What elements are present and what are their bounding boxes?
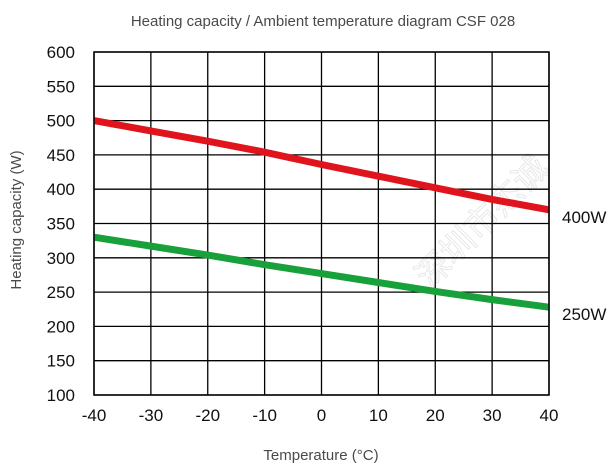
- x-axis-label: Temperature (°C): [263, 447, 378, 464]
- chart-title: Heating capacity / Ambient temperature d…: [131, 13, 515, 30]
- y-tick-label: 550: [47, 77, 75, 96]
- y-axis-label: Heating capacity (W): [8, 150, 25, 289]
- x-tick-label: 40: [540, 406, 559, 425]
- series-labels: 400W 250W: [562, 208, 606, 324]
- y-tick-label: 100: [47, 386, 75, 405]
- series-label: 400W: [562, 208, 606, 227]
- plot-frame: [93, 51, 550, 396]
- y-tick-label: 450: [47, 146, 75, 165]
- x-tick-label: -10: [252, 406, 277, 425]
- y-tick-label: 250: [47, 283, 75, 302]
- watermark-text: 深圳市杰诚: [408, 148, 556, 296]
- y-tick-label: 400: [47, 180, 75, 199]
- y-tick-label: 500: [47, 112, 75, 131]
- x-tick-label: -30: [139, 406, 164, 425]
- watermark: 深圳市杰诚: [408, 147, 557, 296]
- x-tick-label: -40: [82, 406, 107, 425]
- x-tick-label: 30: [483, 406, 502, 425]
- y-tick-label: 300: [47, 249, 75, 268]
- y-axis-ticks: 600 550 500 450 400 350 300 250 200 150 100: [47, 43, 75, 405]
- x-tick-label: 0: [317, 406, 326, 425]
- y-tick-label: 600: [47, 43, 75, 62]
- plot-border: [93, 51, 550, 396]
- grid: [93, 51, 550, 396]
- series-label: 250W: [562, 305, 606, 324]
- x-tick-label: 20: [426, 406, 445, 425]
- y-tick-label: 150: [47, 352, 75, 371]
- x-axis-ticks: -40 -30 -20 -10 0 10 20 30 40: [82, 406, 559, 425]
- y-tick-label: 200: [47, 317, 75, 336]
- x-tick-label: 10: [369, 406, 388, 425]
- x-tick-label: -20: [195, 406, 220, 425]
- y-tick-label: 350: [47, 215, 75, 234]
